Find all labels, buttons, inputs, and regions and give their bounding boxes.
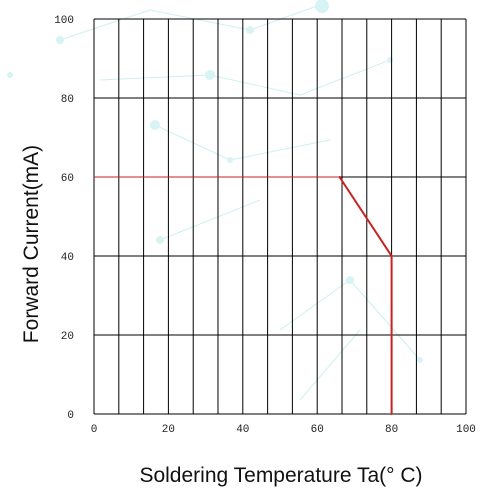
- horizontal-gridlines: [94, 18, 466, 415]
- background-network-decoration: [7, 0, 423, 401]
- y-tick-label-1: 20: [61, 331, 74, 343]
- y-tick-label-4: 80: [61, 94, 74, 106]
- x-tick-label-4: 80: [385, 424, 398, 436]
- y-tick-labels: 0 20 40 60 80 100: [54, 15, 74, 422]
- y-axis-title: Forward Current(mA): [20, 145, 43, 343]
- x-tick-label-5: 100: [456, 424, 476, 436]
- x-tick-label-1: 20: [162, 424, 175, 436]
- series-layer: [93, 176, 393, 415]
- y-tick-label-0: 0: [67, 410, 74, 422]
- y-tick-label-3: 60: [61, 173, 74, 185]
- x-tick-label-3: 60: [311, 424, 324, 436]
- x-tick-label-2: 40: [236, 424, 249, 436]
- y-tick-label-2: 40: [61, 252, 74, 264]
- series-0-segment-1: [338, 176, 393, 257]
- vertical-gridlines: [93, 19, 467, 414]
- y-tick-label-5: 100: [54, 15, 74, 27]
- x-tick-labels: 0 20 40 60 80 100: [91, 424, 476, 436]
- x-axis-title: Soldering Temperature Ta(° C): [139, 464, 422, 487]
- x-tick-label-0: 0: [91, 424, 98, 436]
